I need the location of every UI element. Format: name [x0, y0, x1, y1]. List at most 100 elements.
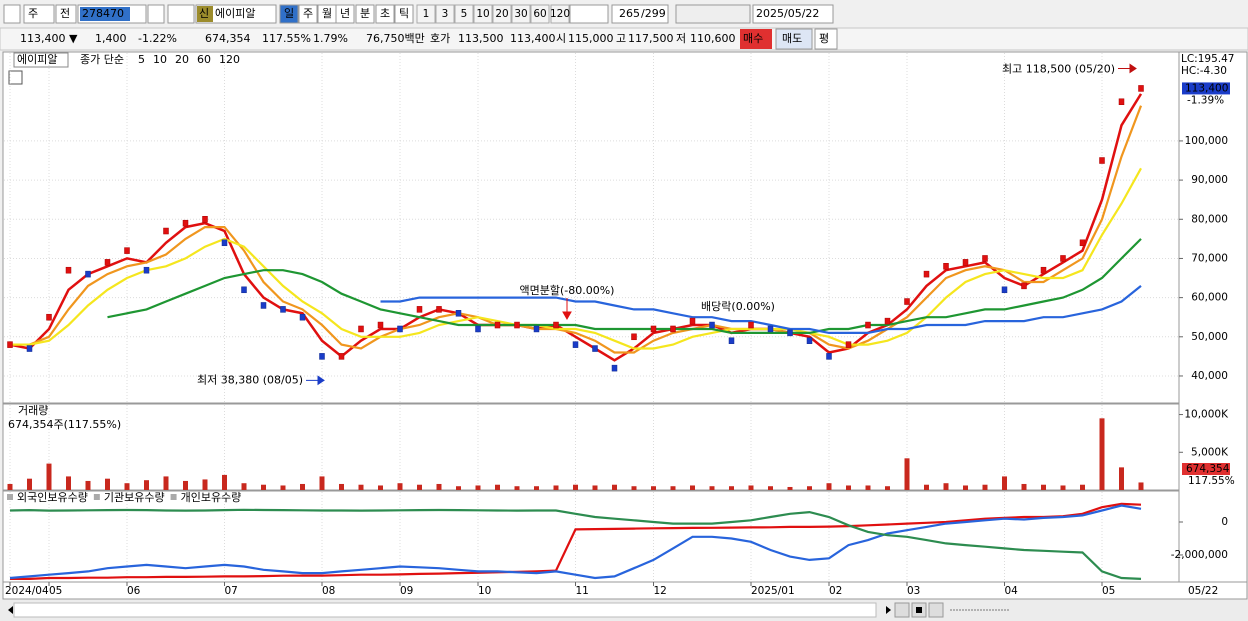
x-tick-label: 05: [49, 585, 62, 597]
volume-bar: [280, 485, 286, 490]
series-line: [9, 508, 1142, 580]
x-tick-label: 03: [907, 585, 920, 597]
close-marker: [845, 341, 852, 348]
interval: 30: [514, 8, 527, 20]
volume-bar: [787, 486, 793, 490]
dividend-annotation: 배당락(0.00%): [701, 300, 775, 313]
close-marker: [533, 325, 540, 333]
right-label: LC:195.47: [1181, 53, 1234, 65]
close-marker: [416, 306, 423, 313]
period-button: [375, 4, 395, 24]
total: /299: [641, 7, 666, 20]
y-tick-label: 80,000: [1191, 213, 1228, 225]
menu-button[interactable]: [3, 4, 21, 24]
volume-bar: [475, 485, 481, 490]
x-tick-label: 04: [1005, 585, 1019, 597]
close-marker: [650, 325, 657, 333]
volume-bar: [163, 476, 169, 490]
count-box[interactable]: [611, 4, 669, 24]
first-button[interactable]: [894, 602, 910, 618]
y-tick-label: 50,000: [1191, 331, 1228, 343]
interval-button: [454, 4, 474, 24]
volume-bar: [709, 486, 715, 490]
count: 265: [619, 7, 640, 20]
y-tick-label: 70,000: [1191, 252, 1228, 264]
tool-icons[interactable]: [675, 4, 751, 24]
volume-bar: [1080, 484, 1085, 490]
close-marker: [728, 337, 735, 344]
quote-buy: 매수: [743, 32, 763, 45]
quote-rate: -1.22%: [138, 32, 177, 45]
legend-item: 외국인보유수량: [17, 491, 88, 504]
volume-bar: [592, 485, 598, 490]
market: 주: [28, 7, 38, 20]
close-marker: [46, 313, 52, 321]
low-arrow: [306, 375, 325, 386]
volume-bar: [202, 479, 208, 490]
date: 2025/05/22: [756, 7, 819, 20]
close-marker: [455, 310, 462, 317]
scroll-left[interactable]: [8, 606, 13, 614]
buy-bg[interactable]: [740, 29, 772, 49]
search-button[interactable]: [147, 4, 165, 24]
y-tick-label: 10,000K: [1184, 409, 1229, 421]
last-button[interactable]: [928, 602, 944, 618]
close-marker: [865, 321, 871, 329]
volume-bar: [358, 484, 364, 490]
close-marker: [1099, 157, 1105, 164]
blank-select[interactable]: [569, 4, 609, 24]
scroll-track[interactable]: [13, 602, 877, 618]
close-marker: [299, 313, 306, 321]
grid-icon[interactable]: [8, 70, 23, 85]
close-marker: [923, 270, 930, 278]
x-tick-label: 2024/04: [5, 585, 49, 597]
prev-button[interactable]: [55, 4, 77, 24]
close-marker: [1079, 239, 1086, 247]
close-marker: [982, 255, 988, 262]
legend-item: 60: [197, 53, 211, 66]
x-tick-label: 11: [576, 585, 589, 597]
period-selected: [280, 5, 298, 23]
close-marker: [182, 219, 189, 227]
volume-bar: [1021, 483, 1027, 490]
sound-button[interactable]: [167, 4, 195, 24]
series-line: [380, 285, 1142, 334]
nav-buttons: [8, 602, 1010, 618]
volume-bar: [768, 486, 773, 490]
last-volume-rate: 117.55%: [1188, 475, 1235, 487]
legend-name-box: [13, 52, 69, 68]
low-annotation: 최저 38,380 (08/05): [197, 373, 303, 386]
split-arrow: [562, 298, 572, 321]
date-input[interactable]: [752, 4, 834, 24]
series-line: [29, 105, 1143, 354]
last-rate: -1.39%: [1187, 94, 1224, 106]
close-marker: [943, 263, 949, 270]
close-marker: [260, 302, 267, 309]
split-annotation: 액면분할(-80.00%): [520, 284, 615, 297]
close-marker: [319, 353, 325, 360]
close-marker: [494, 321, 501, 329]
interval-button: [530, 4, 550, 24]
avg-bg[interactable]: [814, 28, 838, 50]
name-box[interactable]: [195, 4, 277, 24]
close-marker: [826, 353, 832, 360]
quote-avg: 평: [819, 32, 829, 45]
badge-bg: [197, 6, 213, 22]
period: 월: [322, 7, 332, 20]
close-marker: [904, 298, 910, 305]
y-tick-label: 5,000K: [1191, 446, 1229, 458]
volume-panel: [2, 403, 1180, 491]
market-select[interactable]: [23, 4, 55, 24]
series-line: [9, 93, 1143, 362]
legend-title: 에이피알: [17, 52, 57, 66]
quote-low-label: 저: [676, 32, 686, 45]
volume-bar: [885, 486, 890, 490]
close-marker: [748, 321, 754, 329]
quote-amount: 76,750백만: [366, 32, 425, 45]
sell-bg[interactable]: [775, 28, 813, 50]
close-marker: [611, 364, 618, 372]
last-price: 113,400: [1185, 82, 1228, 94]
price-panel: [2, 51, 1180, 404]
scroll-right[interactable]: [886, 606, 891, 614]
volume-bar: [865, 485, 871, 490]
